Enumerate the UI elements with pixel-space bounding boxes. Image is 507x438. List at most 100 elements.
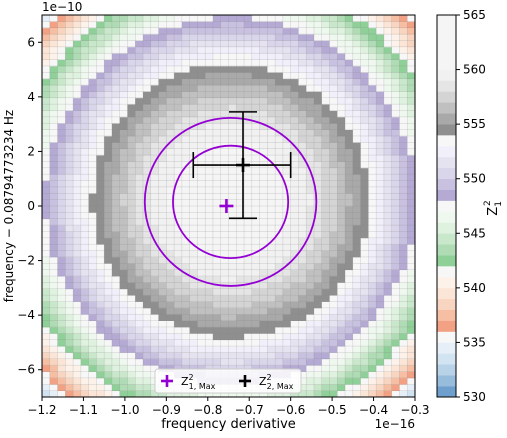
heatmap-cell [111, 174, 121, 181]
heatmap-cell [306, 110, 315, 118]
heatmap-cell [42, 85, 51, 92]
heatmap-cell [135, 231, 144, 239]
heatmap-cell [150, 129, 159, 137]
heatmap-cell [376, 307, 385, 315]
heatmap-cell [391, 282, 400, 290]
heatmap-cell [368, 384, 377, 392]
heatmap-cell [189, 142, 198, 150]
heatmap-cell [205, 193, 214, 201]
heatmap-cell [189, 244, 198, 251]
colorbar-tick-label: 555 [463, 117, 486, 131]
heatmap-cell [228, 250, 237, 258]
heatmap-cell [73, 155, 82, 162]
heatmap-cell [282, 237, 292, 245]
heatmap-cell [236, 167, 245, 175]
heatmap-cell [345, 40, 354, 48]
heatmap-cell [119, 142, 128, 150]
heatmap-cell [189, 225, 198, 232]
heatmap-cell [49, 384, 58, 392]
heatmap-cell [143, 371, 152, 379]
heatmap-cell [290, 72, 299, 80]
heatmap-cell [49, 110, 58, 118]
heatmap-cell [345, 180, 354, 188]
heatmap-cell [119, 206, 128, 213]
heatmap-cell [407, 34, 415, 41]
heatmap-cell [407, 180, 415, 188]
heatmap-cell [174, 53, 183, 60]
heatmap-cell [49, 116, 58, 124]
heatmap-cell [244, 339, 253, 347]
heatmap-cell [80, 174, 90, 181]
heatmap-cell [337, 352, 346, 360]
heatmap-cell [368, 40, 377, 48]
heatmap-cell [57, 263, 66, 271]
heatmap-cell [275, 231, 284, 239]
heatmap-cell [197, 53, 206, 60]
heatmap-cell [88, 180, 97, 188]
heatmap-cell [290, 320, 299, 328]
heatmap-cell [360, 97, 369, 105]
heatmap-cell [220, 72, 229, 80]
heatmap-cell [143, 390, 152, 397]
heatmap-cell [360, 339, 369, 347]
heatmap-cell [298, 206, 307, 213]
heatmap-cell [306, 72, 315, 80]
heatmap-cell [189, 231, 198, 239]
heatmap-cell [259, 85, 268, 92]
heatmap-cell [88, 256, 97, 264]
heatmap-cell [49, 15, 58, 22]
heatmap-cell [88, 377, 97, 385]
heatmap-cell [49, 59, 58, 67]
heatmap-cell [150, 390, 159, 397]
heatmap-cell [143, 85, 152, 92]
heatmap-cell [290, 97, 299, 105]
heatmap-cell [313, 161, 323, 169]
heatmap-cell [135, 225, 144, 232]
heatmap-cell [111, 301, 121, 309]
heatmap-cell [383, 237, 393, 245]
heatmap-cell [345, 46, 354, 54]
heatmap-cell [127, 269, 136, 277]
heatmap-cell [306, 148, 315, 156]
heatmap-cell [88, 53, 97, 60]
heatmap-cell [174, 282, 183, 290]
heatmap-cell [275, 59, 284, 67]
heatmap-cell [290, 129, 299, 137]
heatmap-cell [220, 333, 229, 341]
heatmap-cell [220, 129, 229, 137]
heatmap-cell [189, 237, 198, 245]
heatmap-cell [259, 307, 268, 315]
heatmap-cell [275, 142, 284, 150]
heatmap-cell [119, 104, 128, 111]
heatmap-cell [197, 97, 206, 105]
heatmap-cell [290, 174, 299, 181]
heatmap-cell [352, 91, 362, 99]
colorbar-segment [437, 320, 456, 332]
heatmap-cell [96, 256, 105, 264]
heatmap-cell [166, 85, 175, 92]
heatmap-cell [220, 148, 229, 156]
heatmap-cell [189, 346, 198, 353]
heatmap-cell [220, 21, 229, 29]
heatmap-cell [119, 40, 128, 48]
heatmap-cell [383, 276, 393, 283]
heatmap-cell [368, 371, 377, 379]
heatmap-cell [236, 46, 245, 54]
heatmap-cell [57, 365, 66, 372]
heatmap-cell [135, 244, 144, 251]
heatmap-cell [228, 186, 237, 194]
heatmap-cell [158, 333, 167, 341]
heatmap-cell [275, 333, 284, 341]
heatmap-cell [383, 53, 393, 60]
heatmap-cell [329, 15, 338, 22]
heatmap-cell [244, 358, 253, 366]
heatmap-cell [399, 269, 408, 277]
heatmap-cell [181, 326, 191, 334]
heatmap-cell [57, 91, 66, 99]
heatmap-cell [150, 34, 159, 41]
heatmap-cell [174, 97, 183, 105]
heatmap-cell [267, 269, 276, 277]
heatmap-cell [368, 256, 377, 264]
heatmap-cell [329, 333, 338, 341]
heatmap-cell [321, 110, 330, 118]
